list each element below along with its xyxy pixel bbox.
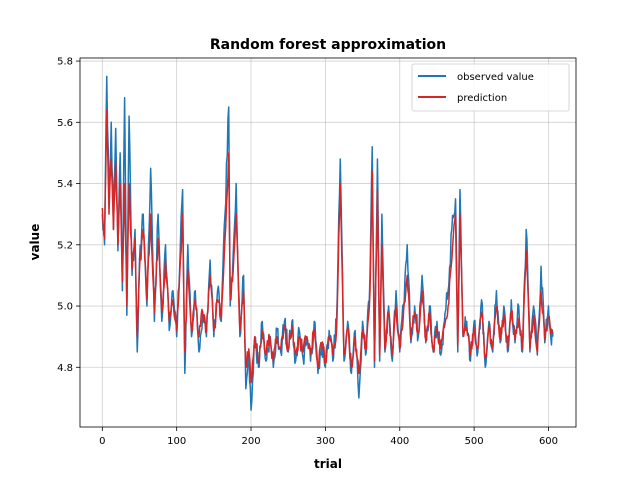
x-axis-title: trial <box>314 457 342 471</box>
x-tick-label: 100 <box>167 436 186 447</box>
y-axis: 4.8 5.0 5.2 5.4 5.6 5.8 <box>57 57 80 374</box>
y-tick-label: 5.4 <box>57 179 73 190</box>
plot-frame <box>79 57 577 428</box>
y-axis-title: value <box>28 224 42 261</box>
legend-label-observed: observed value <box>457 72 534 83</box>
x-axis: 0 100 200 300 400 500 600 <box>99 427 558 447</box>
y-tick-label: 5.2 <box>57 240 73 251</box>
chart-title: Random forest approximation <box>210 37 446 53</box>
x-tick-label: 400 <box>390 436 409 447</box>
y-tick-label: 4.8 <box>57 363 73 374</box>
y-tick-label: 5.8 <box>57 57 73 68</box>
series-line-prediction <box>101 109 554 384</box>
legend-box <box>411 63 570 112</box>
legend-label-prediction: prediction <box>457 93 507 104</box>
x-tick-label: 300 <box>316 436 335 447</box>
plot-series <box>101 75 554 411</box>
y-tick-label: 5.0 <box>57 302 73 313</box>
x-tick-label: 600 <box>539 436 558 447</box>
x-tick-label: 0 <box>99 436 105 447</box>
x-tick-label: 200 <box>241 436 260 447</box>
y-tick-label: 5.6 <box>57 118 73 129</box>
x-tick-label: 500 <box>465 436 484 447</box>
legend: observed value prediction <box>411 63 570 112</box>
